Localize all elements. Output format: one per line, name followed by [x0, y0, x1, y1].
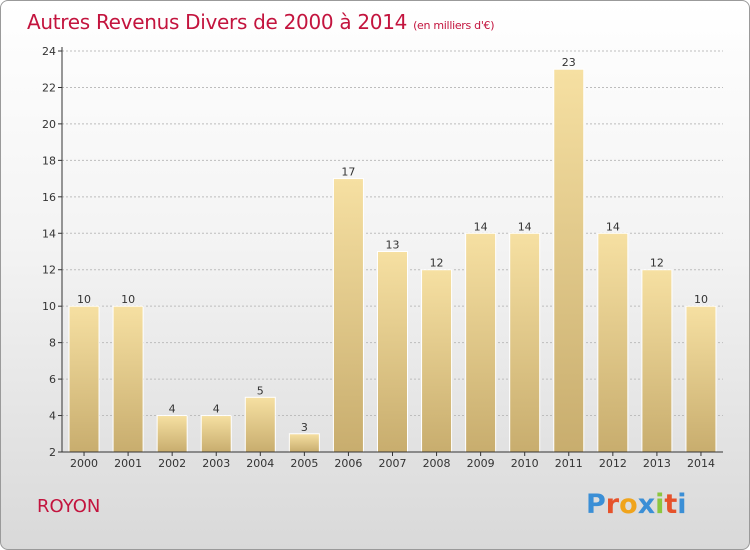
bar	[68, 305, 100, 453]
bar-value-label: 4	[213, 403, 220, 416]
x-tick-label: 2009	[467, 457, 495, 470]
region-name: ROYON	[37, 496, 101, 517]
bar-value-label: 14	[518, 220, 532, 233]
y-tick-label: 24	[42, 45, 56, 58]
bar-value-label: 23	[562, 56, 576, 69]
x-tick-label: 2011	[555, 457, 583, 470]
x-tick-label: 2007	[379, 457, 407, 470]
logo-letter: x	[637, 489, 656, 520]
y-tick-label: 18	[42, 154, 56, 167]
bars	[68, 68, 717, 453]
x-tick-label: 2013	[643, 457, 671, 470]
bar	[200, 415, 232, 453]
y-tick-label: 4	[49, 410, 56, 423]
bar-value-label: 5	[257, 384, 264, 397]
bar-value-label: 12	[430, 257, 444, 270]
x-tick-label: 2014	[687, 457, 715, 470]
y-tick-label: 22	[42, 81, 56, 94]
bar	[685, 305, 717, 453]
chart-title-text: Autres Revenus Divers de 2000 à 2014	[27, 10, 408, 34]
bar-value-label: 14	[474, 220, 488, 233]
bar	[332, 178, 364, 453]
bar-value-label: 10	[77, 293, 91, 306]
axes	[58, 47, 723, 456]
logo-letter: i	[655, 489, 665, 520]
y-tick-label: 14	[42, 227, 56, 240]
bar	[641, 269, 673, 453]
x-tick-label: 2005	[290, 457, 318, 470]
logo-letter: P	[586, 489, 606, 520]
bar-value-label: 3	[301, 421, 308, 434]
logo-letter: o	[619, 489, 638, 520]
x-tick-label: 2006	[334, 457, 362, 470]
logo-letter: t	[664, 489, 678, 520]
bar-value-label: 13	[386, 239, 400, 252]
labels: 2468101214161820222410200010200142002420…	[42, 45, 715, 470]
y-tick-label: 2	[49, 446, 56, 459]
chart-unit: (en milliers d'€)	[413, 19, 495, 32]
logo-letter: r	[605, 489, 620, 520]
bar	[509, 232, 541, 453]
y-tick-label: 20	[42, 118, 56, 131]
bar-value-label: 10	[694, 293, 708, 306]
x-tick-label: 2000	[70, 457, 98, 470]
y-tick-label: 12	[42, 264, 56, 277]
logo-letter: i	[677, 489, 687, 520]
x-tick-label: 2012	[599, 457, 627, 470]
bar	[244, 396, 276, 453]
x-tick-label: 2003	[202, 457, 230, 470]
x-tick-label: 2008	[423, 457, 451, 470]
chart-title: Autres Revenus Divers de 2000 à 2014 (en …	[27, 10, 495, 34]
x-tick-label: 2004	[246, 457, 274, 470]
x-tick-label: 2001	[114, 457, 142, 470]
proxiti-logo: Proxiti	[586, 489, 687, 520]
bar	[288, 433, 320, 453]
y-tick-label: 10	[42, 300, 56, 313]
bar-value-label: 14	[606, 220, 620, 233]
bar-value-label: 4	[169, 403, 176, 416]
bar	[156, 415, 188, 453]
y-tick-label: 16	[42, 191, 56, 204]
x-tick-label: 2010	[511, 457, 539, 470]
bar	[377, 251, 408, 453]
x-tick-label: 2002	[158, 457, 186, 470]
bar	[112, 305, 144, 453]
y-tick-label: 8	[49, 337, 56, 350]
bar	[597, 232, 629, 453]
bar-value-label: 17	[341, 166, 355, 179]
y-tick-label: 6	[49, 373, 56, 386]
bar	[553, 68, 585, 453]
bar-value-label: 10	[121, 293, 135, 306]
bar	[421, 269, 453, 453]
bar	[465, 232, 497, 453]
bar-value-label: 12	[650, 257, 664, 270]
